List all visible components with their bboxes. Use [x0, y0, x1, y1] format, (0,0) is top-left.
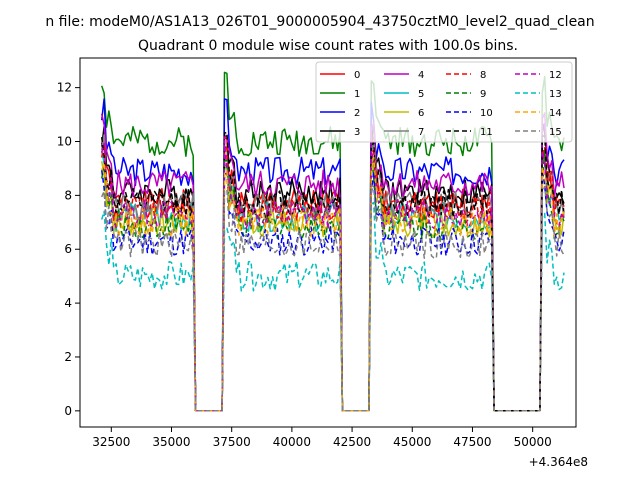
y-axis: 0 2 4 6 8 10 12	[57, 81, 80, 418]
figure-suptitle: n file: modeM0/AS1A13_026T01_9000005904_…	[45, 14, 594, 30]
x-tick-label: 32500	[92, 435, 130, 449]
legend-label-4: 4	[418, 70, 424, 81]
x-axis: 32500 35000 37500 40000 42500 45000 47500 50000	[92, 427, 552, 449]
series-line-15	[101, 183, 565, 412]
y-tick-label: 12	[57, 81, 72, 95]
x-offset-label: +4.364e8	[529, 455, 588, 469]
legend-label-15: 15	[549, 127, 562, 138]
series-line-4	[100, 112, 565, 412]
legend-label-8: 8	[480, 70, 486, 81]
legend-label-1: 1	[354, 89, 360, 100]
legend-label-5: 5	[418, 89, 424, 100]
y-tick-label: 4	[64, 296, 72, 310]
legend-label-2: 2	[354, 108, 360, 119]
legend-label-10: 10	[480, 108, 493, 119]
x-tick-label: 40000	[273, 435, 311, 449]
y-tick-label: 10	[57, 134, 72, 148]
series-line-2	[100, 98, 565, 412]
legend-label-9: 9	[480, 89, 486, 100]
x-tick-label: 45000	[393, 435, 431, 449]
legend-label-11: 11	[480, 127, 493, 138]
series-line-12	[100, 140, 565, 412]
y-tick-label: 6	[64, 242, 72, 256]
series-line-7	[100, 133, 565, 412]
x-tick-label: 37500	[213, 435, 251, 449]
x-tick-label: 42500	[333, 435, 371, 449]
x-tick-label: 47500	[453, 435, 491, 449]
plot-lines	[100, 71, 565, 412]
x-tick-label: 50000	[514, 435, 552, 449]
series-line-14	[100, 156, 565, 412]
y-tick-label: 8	[64, 188, 72, 202]
y-tick-label: 2	[64, 350, 72, 364]
legend-label-12: 12	[549, 70, 562, 81]
series-line-13	[100, 201, 565, 412]
legend-label-14: 14	[549, 108, 562, 119]
plot-frame	[79, 57, 577, 428]
legend-label-3: 3	[354, 127, 360, 138]
legend-label-0: 0	[354, 70, 360, 81]
y-tick-label: 0	[64, 404, 72, 418]
legend-label-6: 6	[418, 108, 424, 119]
legend-label-13: 13	[549, 89, 562, 100]
legend-label-7: 7	[418, 127, 424, 138]
chart-title: Quadrant 0 module wise count rates with …	[138, 38, 518, 54]
legend-box	[315, 61, 573, 143]
x-tick-label: 35000	[152, 435, 190, 449]
